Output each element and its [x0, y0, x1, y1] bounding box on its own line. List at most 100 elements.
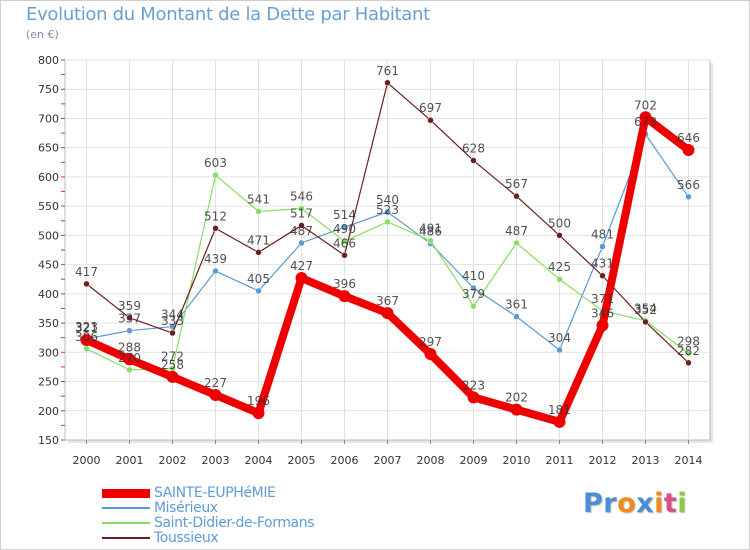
- data-label: 352: [634, 303, 657, 317]
- data-point: [255, 208, 262, 215]
- legend-swatch: [102, 522, 150, 524]
- data-point: [252, 407, 265, 420]
- x-tick-label: 2000: [73, 454, 101, 467]
- data-label: 514: [333, 208, 356, 222]
- data-label: 258: [161, 358, 184, 372]
- y-tick-label: 800: [38, 54, 59, 67]
- data-point: [470, 284, 477, 292]
- legend-label: Toussieux: [154, 530, 219, 546]
- x-tick-label: 2002: [159, 454, 187, 467]
- data-label: 603: [204, 156, 227, 170]
- y-tick-label: 550: [38, 200, 59, 213]
- legend-label: Saint-Didier-de-Formans: [154, 515, 315, 531]
- y-tick-label: 600: [38, 171, 59, 184]
- data-point: [295, 272, 308, 285]
- x-tick-label: 2014: [675, 454, 703, 467]
- logo-letter: x: [636, 488, 655, 519]
- data-point: [556, 275, 563, 283]
- data-label: 181: [548, 403, 571, 417]
- data-label: 523: [376, 203, 399, 217]
- x-tick-label: 2007: [374, 454, 402, 467]
- data-label: 487: [505, 224, 528, 238]
- data-label: 304: [548, 331, 571, 345]
- y-tick-label: 700: [38, 112, 59, 125]
- data-point: [166, 370, 179, 383]
- legend-swatch: [102, 507, 150, 509]
- proxiti-logo: Proxiti: [583, 488, 687, 519]
- x-tick-label: 2001: [116, 454, 144, 467]
- y-tick-label: 400: [38, 288, 59, 301]
- data-label: 490: [333, 222, 356, 236]
- x-tick-label: 2003: [202, 454, 230, 467]
- data-point: [126, 366, 133, 374]
- data-point: [209, 388, 222, 401]
- data-point: [255, 287, 262, 295]
- data-point: [470, 157, 477, 164]
- data-point: [298, 205, 305, 212]
- data-label: 673: [634, 115, 657, 129]
- data-label: 517: [290, 206, 313, 220]
- logo-letter: i: [677, 488, 688, 519]
- data-label: 761: [376, 64, 399, 78]
- data-label: 202: [505, 391, 528, 405]
- data-point: [424, 348, 437, 361]
- data-point: [470, 302, 477, 310]
- data-point: [384, 79, 391, 87]
- data-label: 487: [290, 224, 313, 238]
- data-label: 367: [376, 294, 399, 308]
- data-point: [169, 329, 176, 337]
- logo-letter: t: [663, 488, 678, 519]
- y-tick-label: 750: [38, 83, 59, 96]
- data-point: [556, 346, 563, 354]
- data-point: [639, 111, 652, 124]
- data-point: [556, 232, 563, 239]
- data-point: [123, 353, 136, 366]
- data-label: 306: [75, 330, 98, 344]
- data-label: 491: [419, 222, 442, 236]
- data-label: 359: [118, 299, 141, 313]
- x-tick-label: 2011: [546, 454, 574, 467]
- data-point: [80, 334, 93, 347]
- logo-letter: i: [654, 488, 664, 519]
- series-lines: [80, 79, 695, 428]
- x-tick-label: 2008: [417, 454, 445, 467]
- logo-letter: o: [617, 488, 637, 519]
- data-point: [384, 218, 391, 226]
- data-label: 337: [118, 312, 141, 326]
- axes: 150 200 250 300 350 400 450 500 550 600 650 700 750 8…: [38, 54, 703, 467]
- data-point: [427, 237, 434, 244]
- data-label: 417: [75, 265, 98, 279]
- data-label: 427: [290, 259, 313, 273]
- data-label: 512: [204, 209, 227, 223]
- data-label: 223: [462, 378, 485, 392]
- data-label: 546: [290, 189, 313, 203]
- y-tick-label: 200: [38, 405, 59, 418]
- legend-label: SAINTE-EUPHéMIE: [154, 485, 276, 501]
- data-label: 346: [591, 306, 614, 320]
- data-point: [513, 192, 520, 200]
- x-tick-label: 2005: [288, 454, 316, 467]
- data-point: [642, 318, 649, 326]
- data-label: 486: [419, 225, 442, 239]
- data-label: 297: [419, 335, 442, 349]
- y-tick-label: 500: [38, 229, 59, 242]
- data-point: [298, 222, 305, 229]
- y-tick-label: 300: [38, 346, 59, 359]
- data-label: 567: [505, 177, 528, 191]
- legend-swatch: [102, 537, 150, 539]
- data-label: 466: [333, 236, 356, 250]
- data-point: [212, 171, 219, 179]
- data-point: [513, 239, 520, 247]
- data-point: [685, 359, 692, 367]
- data-label: 425: [548, 260, 571, 274]
- x-tick-label: 2006: [331, 454, 359, 467]
- data-point: [384, 208, 391, 216]
- chart-subtitle: (en €): [26, 28, 59, 41]
- y-tick-label: 150: [38, 434, 59, 447]
- data-label: 344: [161, 308, 184, 322]
- data-label: 272: [161, 350, 184, 364]
- legend-label: Misérieux: [154, 500, 218, 516]
- data-label: 628: [462, 142, 485, 156]
